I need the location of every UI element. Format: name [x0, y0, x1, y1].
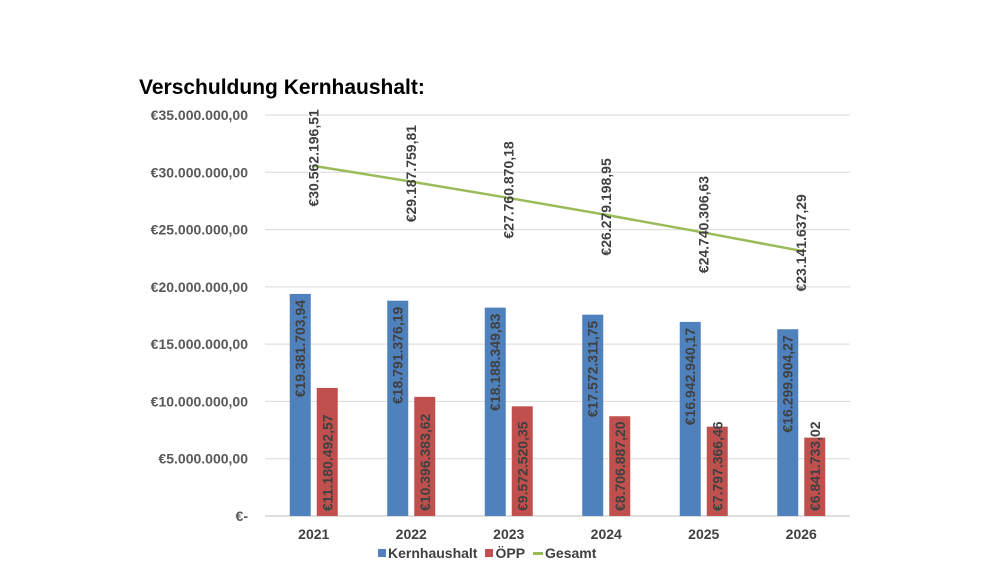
legend-label-kernhaushalt: Kernhaushalt — [388, 545, 478, 561]
data-label-oepp: €10.396.383,62 — [417, 413, 433, 511]
data-label-kernhaushalt: €17.572.311,75 — [585, 320, 601, 417]
data-label-oepp: €6.841.733,02 — [807, 421, 823, 511]
legend: Kernhaushalt ÖPP Gesamt — [378, 545, 596, 561]
legend-label-gesamt: Gesamt — [545, 545, 597, 561]
data-label-oepp: €11.180.492,57 — [319, 414, 335, 511]
y-tick-label: €25.000.000,00 — [151, 222, 249, 238]
legend-item-kernhaushalt: Kernhaushalt — [378, 545, 477, 561]
bar-kernhaushalt — [387, 300, 409, 516]
x-tick-label: 2024 — [591, 526, 622, 542]
bar-oepp — [511, 406, 533, 516]
bar-kernhaushalt — [582, 314, 604, 516]
point-gesamt — [702, 231, 706, 235]
y-tick-label: €- — [236, 508, 249, 524]
bar-kernhaushalt — [289, 293, 311, 516]
point-gesamt — [507, 196, 511, 200]
bar-oepp — [706, 426, 728, 516]
data-label-kernhaushalt: €18.188.349,83 — [487, 313, 503, 411]
data-label-oepp: €7.797.366,46 — [709, 421, 725, 511]
y-tick-label: €5.000.000,00 — [158, 451, 248, 467]
x-tick-label: 2021 — [298, 526, 329, 542]
y-tick-label: €20.000.000,00 — [151, 279, 249, 295]
legend-swatch-gesamt — [533, 551, 544, 555]
y-tick-label: €10.000.000,00 — [151, 393, 249, 409]
x-tick-label: 2026 — [786, 526, 817, 542]
legend-swatch-kernhaushalt — [378, 549, 386, 557]
legend-label-oepp: ÖPP — [495, 545, 526, 561]
bar-kernhaushalt — [484, 307, 506, 516]
data-label-gesamt: €24.740.306,63 — [696, 176, 712, 274]
x-tick-label: 2022 — [396, 526, 427, 542]
data-label-kernhaushalt: €16.942.940,17 — [682, 328, 698, 426]
x-tick-label: 2023 — [493, 526, 524, 542]
data-label-kernhaushalt: €19.381.703,94 — [292, 300, 308, 398]
point-gesamt — [799, 249, 803, 253]
point-gesamt — [604, 213, 608, 217]
point-gesamt — [409, 180, 413, 184]
bar-kernhaushalt — [679, 321, 701, 516]
legend-item-gesamt: Gesamt — [533, 545, 596, 561]
data-label-oepp: €8.706.887,20 — [612, 421, 628, 511]
bar-oepp — [804, 437, 826, 516]
data-label-kernhaushalt: €18.791.376,19 — [390, 307, 406, 405]
line-gesamt — [313, 164, 802, 253]
y-tick-label: €35.000.000,00 — [151, 107, 249, 123]
data-label-gesamt: €26.279.198,95 — [598, 158, 614, 256]
bar-oepp — [316, 387, 338, 516]
data-label-gesamt: €23.141.637,29 — [793, 194, 809, 292]
data-label-gesamt: €29.187.759,81 — [403, 125, 419, 223]
data-label-gesamt: €30.562.196,51 — [306, 109, 322, 207]
x-tick-label: 2025 — [688, 526, 719, 542]
chart-title: Verschuldung Kernhaushalt: — [139, 76, 425, 99]
legend-item-oepp: ÖPP — [485, 545, 525, 561]
legend-swatch-oepp — [485, 549, 494, 557]
data-label-kernhaushalt: €16.299.904,27 — [780, 335, 796, 433]
point-gesamt — [312, 164, 316, 168]
y-tick-label: €30.000.000,00 — [151, 164, 249, 180]
bar-oepp — [609, 416, 631, 516]
data-label-gesamt: €27.760.870,18 — [501, 141, 517, 239]
y-tick-label: €15.000.000,00 — [151, 336, 249, 352]
data-label-oepp: €9.572.520,35 — [514, 421, 530, 511]
bar-oepp — [414, 396, 436, 516]
bar-kernhaushalt — [777, 329, 799, 516]
